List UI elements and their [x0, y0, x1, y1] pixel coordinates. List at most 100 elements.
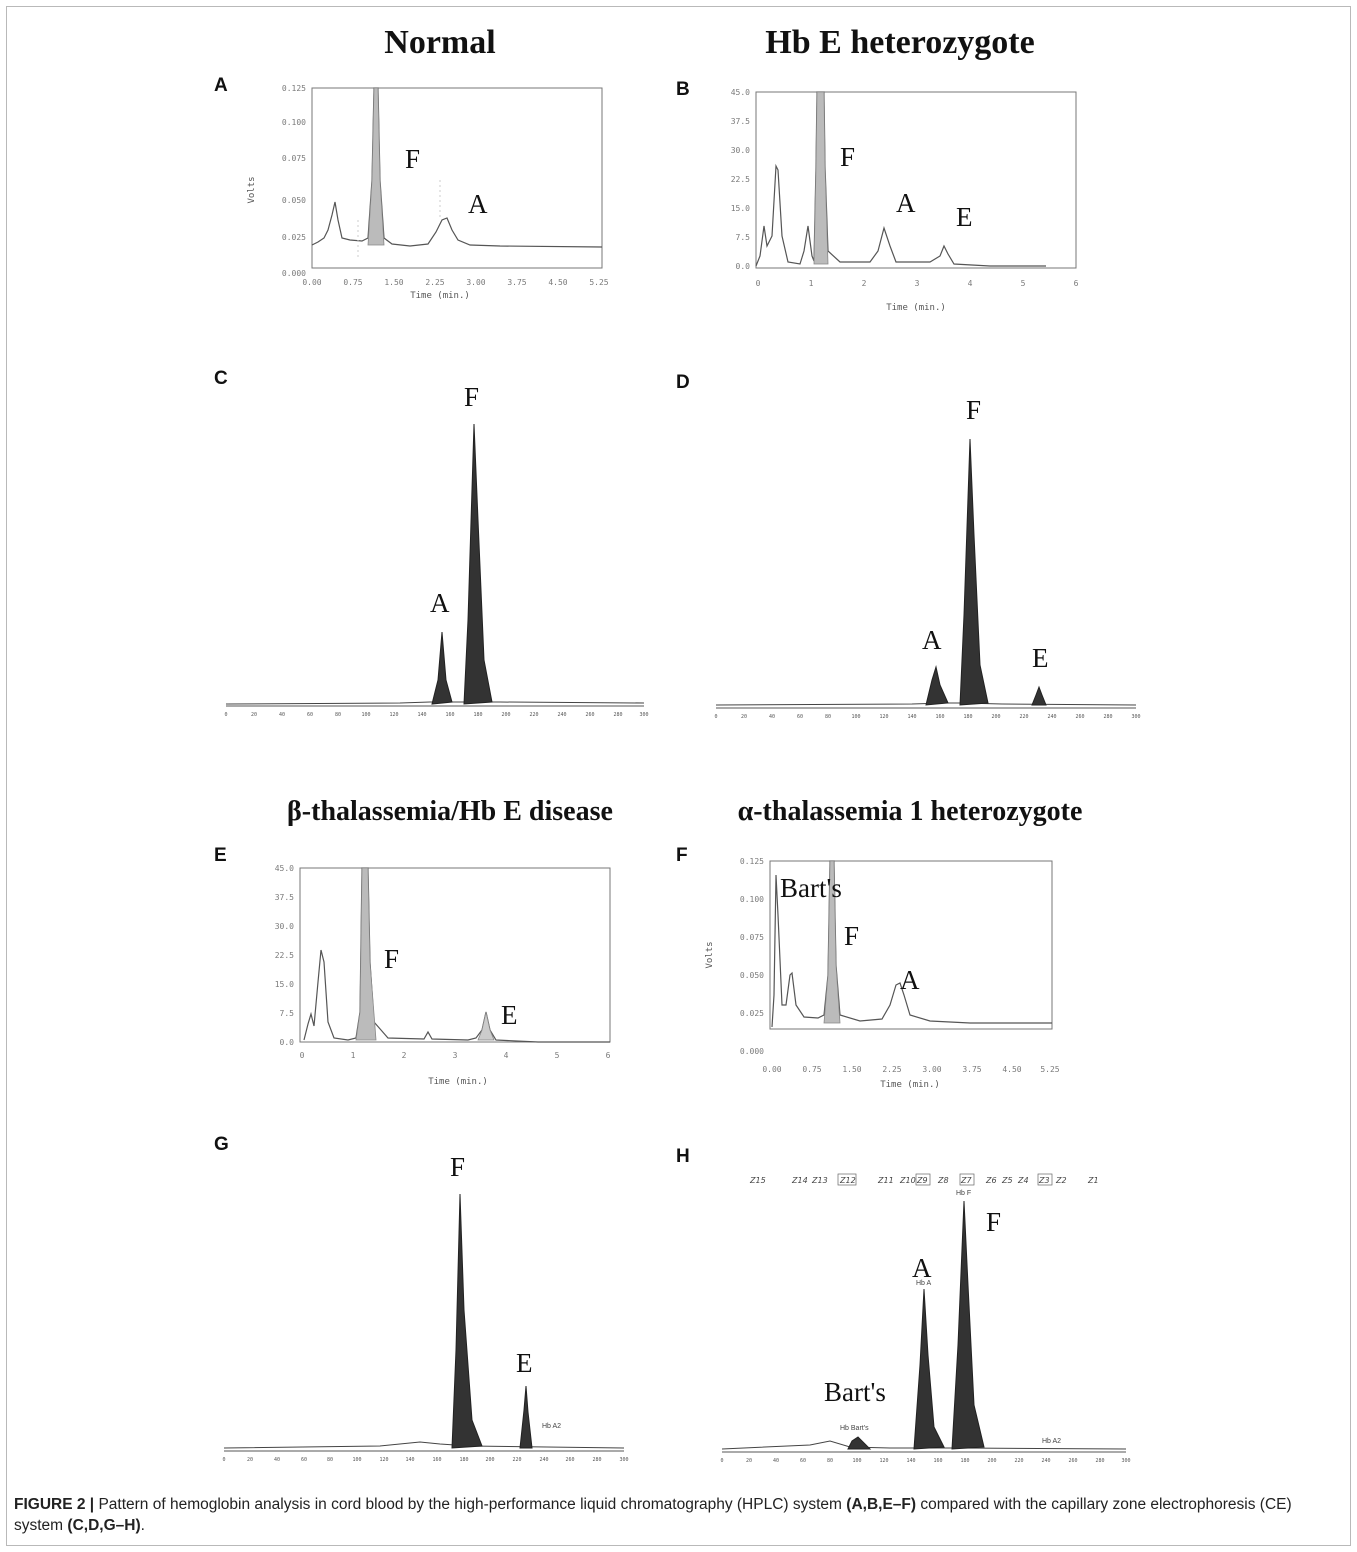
svg-text:0: 0: [714, 714, 717, 720]
svg-text:Z11: Z11: [877, 1176, 894, 1185]
svg-text:140: 140: [405, 1457, 414, 1463]
svg-text:45.0: 45.0: [275, 864, 294, 873]
svg-text:100: 100: [852, 1458, 861, 1464]
svg-text:300: 300: [619, 1457, 628, 1463]
svg-text:180: 180: [963, 714, 972, 720]
panel-h-peak-a: A: [912, 1253, 932, 1283]
svg-text:20: 20: [251, 712, 257, 718]
svg-text:220: 220: [1014, 1458, 1023, 1464]
panel-b-ytick: 7.5: [736, 233, 751, 242]
caption-ref-ce: (C,D,G–H): [67, 1517, 141, 1534]
svg-text:120: 120: [879, 714, 888, 720]
panel-c-peak-a: A: [430, 588, 450, 618]
svg-text:60: 60: [307, 712, 313, 718]
panel-f-yticks: 0.125 0.100 0.075 0.050 0.025 0.000: [740, 857, 764, 1056]
svg-text:80: 80: [825, 714, 831, 720]
panel-e-peak-e: E: [501, 1000, 518, 1030]
panel-f-hbf-peak-fill: [823, 860, 841, 1024]
svg-text:0.025: 0.025: [740, 1009, 764, 1018]
svg-text:6: 6: [606, 1051, 611, 1060]
panel-a-trace: [311, 87, 603, 248]
panel-b-ytick: 37.5: [731, 117, 750, 126]
panel-a-ytick: 0.100: [282, 118, 306, 127]
svg-text:260: 260: [1068, 1458, 1077, 1464]
svg-text:200: 200: [501, 712, 510, 718]
panel-e-peak-f: F: [384, 944, 399, 974]
svg-text:5.25: 5.25: [1040, 1065, 1059, 1074]
panel-g-peak-e: E: [516, 1348, 533, 1378]
panel-a-peak-f: F: [405, 144, 420, 174]
panel-f-peak-barts: Bart's: [780, 873, 842, 903]
panel-letter-c: C: [214, 368, 228, 389]
panel-b-ytick: 30.0: [731, 146, 750, 155]
svg-text:220: 220: [1019, 714, 1028, 720]
svg-text:0.75: 0.75: [802, 1065, 821, 1074]
svg-text:260: 260: [585, 712, 594, 718]
svg-text:Z12: Z12: [839, 1176, 856, 1185]
svg-text:60: 60: [301, 1457, 307, 1463]
panel-h-label-hbbarts: Hb Bart's: [840, 1425, 869, 1432]
svg-text:160: 160: [935, 714, 944, 720]
svg-text:240: 240: [539, 1457, 548, 1463]
figure-frame: [6, 6, 1351, 1546]
svg-text:2: 2: [402, 1051, 407, 1060]
panel-b-yticks: 45.0 37.5 30.0 22.5 15.0 7.5 0.0: [731, 88, 750, 271]
svg-text:5: 5: [555, 1051, 560, 1060]
panel-g-label-hba2: Hb A2: [542, 1423, 561, 1430]
svg-text:40: 40: [279, 712, 285, 718]
svg-text:80: 80: [335, 712, 341, 718]
panel-a-peak-a: A: [468, 189, 488, 219]
svg-text:Z5: Z5: [1001, 1176, 1013, 1185]
panel-h-zone-labels: Z15 Z14 Z13 Z12 Z11 Z10 Z9 Z8 Z7 Z6 Z5 Z…: [749, 1173, 1099, 1186]
panel-e-xlabel: Time (min.): [428, 1077, 488, 1087]
svg-text:Z6: Z6: [985, 1176, 997, 1185]
panel-d-peak-a: A: [922, 625, 942, 655]
panel-d-peak-f: F: [966, 395, 981, 425]
svg-text:120: 120: [389, 712, 398, 718]
svg-text:Z7: Z7: [960, 1176, 972, 1185]
panel-a-xtick: 3.75: [507, 278, 526, 287]
panel-a-xtick: 4.50: [548, 278, 567, 287]
panel-a-ytick: 0.050: [282, 196, 306, 205]
svg-text:40: 40: [274, 1457, 280, 1463]
svg-text:Z10: Z10: [899, 1176, 916, 1185]
panel-f-xlabel: Time (min.): [880, 1080, 940, 1090]
svg-text:3: 3: [453, 1051, 458, 1060]
svg-text:0.00: 0.00: [762, 1065, 781, 1074]
svg-text:80: 80: [327, 1457, 333, 1463]
svg-text:160: 160: [933, 1458, 942, 1464]
panel-letter-h: H: [676, 1146, 690, 1167]
svg-text:280: 280: [1103, 714, 1112, 720]
panel-b-xtick: 6: [1074, 279, 1079, 288]
svg-text:240: 240: [1041, 1458, 1050, 1464]
panel-b-peak-e: E: [956, 202, 973, 232]
panel-b-xtick: 5: [1021, 279, 1026, 288]
svg-text:Z8: Z8: [937, 1176, 949, 1185]
panel-b-xtick: 2: [862, 279, 867, 288]
svg-text:260: 260: [565, 1457, 574, 1463]
panel-letter-f: F: [676, 845, 688, 866]
svg-text:0.050: 0.050: [740, 971, 764, 980]
panel-b-ytick: 15.0: [731, 204, 750, 213]
panel-e-trace: [303, 867, 610, 1043]
panel-b-xtick: 4: [968, 279, 973, 288]
panel-h-electropherogram: Z15 Z14 Z13 Z12 Z11 Z10 Z9 Z8 Z7 Z6 Z5 Z…: [720, 1173, 1131, 1464]
svg-text:4.50: 4.50: [1002, 1065, 1021, 1074]
panel-a-yticks: 0.125 0.100 0.075 0.050 0.025 0.000: [282, 84, 306, 278]
panel-d-peak-e: E: [1032, 643, 1049, 673]
panel-a-xtick: 3.00: [466, 278, 485, 287]
svg-text:Z13: Z13: [811, 1176, 828, 1185]
panel-d-peak-a-fill: [925, 665, 949, 706]
svg-text:180: 180: [473, 712, 482, 718]
panel-b-ytick: 45.0: [731, 88, 750, 97]
svg-text:Z2: Z2: [1055, 1176, 1067, 1185]
panel-letter-b: B: [676, 79, 690, 100]
svg-text:20: 20: [741, 714, 747, 720]
panel-a-ytick: 0.000: [282, 269, 306, 278]
panel-letter-a: A: [214, 75, 228, 96]
panel-f-peak-f: F: [844, 921, 859, 951]
panel-d-electropherogram: 0 20 40 60 80 100 120 140 160 180 200 22…: [714, 395, 1140, 720]
panel-e-hbe-peak-fill: [477, 1011, 495, 1041]
panel-h-peak-f: F: [986, 1207, 1001, 1237]
panel-f-ylabel: Volts: [705, 941, 715, 968]
